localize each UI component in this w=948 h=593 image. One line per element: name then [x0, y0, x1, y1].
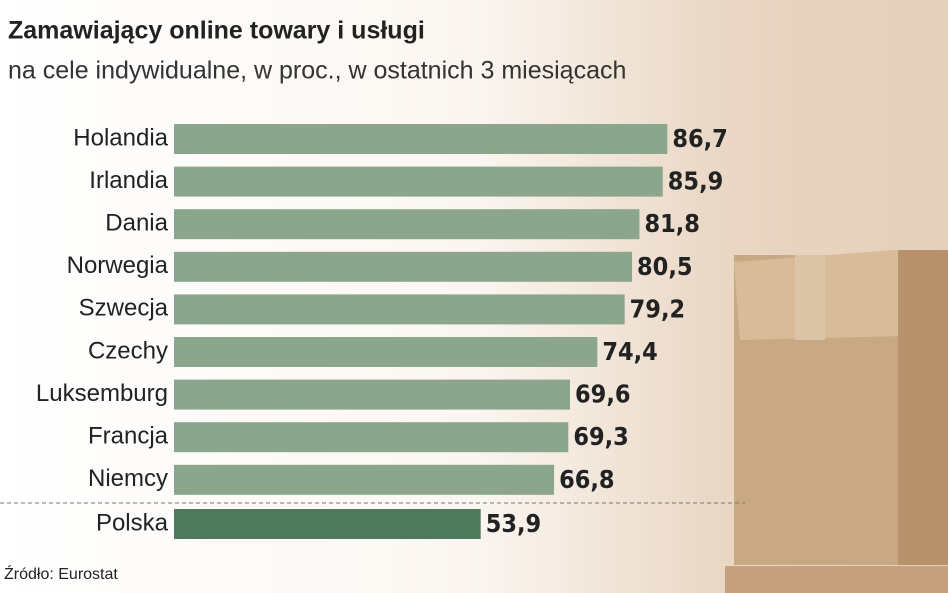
category-label: Francja — [88, 423, 169, 450]
value-label: 69,3 — [573, 422, 629, 451]
category-label: Holandia — [73, 124, 168, 151]
bar — [174, 337, 598, 367]
bar — [174, 422, 569, 453]
value-label: 69,6 — [575, 380, 631, 409]
bar — [174, 209, 640, 240]
value-label: 74,4 — [602, 337, 658, 366]
category-label: Polska — [96, 509, 169, 536]
value-label: 80,5 — [637, 252, 693, 281]
category-label: Szwecja — [79, 295, 169, 322]
value-label: 81,8 — [644, 209, 700, 238]
category-label: Irlandia — [89, 167, 168, 194]
category-label: Niemcy — [88, 465, 168, 492]
category-label: Czechy — [88, 337, 168, 364]
chart-title: Zamawiający online towary i usługi — [8, 17, 425, 45]
bar — [174, 509, 481, 539]
value-label: 66,8 — [559, 465, 615, 494]
category-label: Luksemburg — [36, 380, 168, 407]
bar — [174, 124, 668, 154]
box-lid — [734, 250, 948, 340]
value-label: 53,9 — [486, 509, 542, 538]
box-lower — [725, 566, 948, 593]
category-label: Dania — [105, 210, 168, 237]
value-label: 85,9 — [668, 167, 724, 196]
category-label: Norwegia — [67, 252, 169, 279]
bar — [174, 166, 663, 197]
source: Źródło: Eurostat — [4, 564, 118, 583]
chart-subtitle: na cele indywidualne, w proc., w ostatni… — [8, 57, 626, 85]
box-side — [898, 250, 948, 565]
bar — [174, 464, 555, 495]
value-label: 86,7 — [672, 124, 728, 153]
value-label: 79,2 — [630, 294, 686, 323]
bar — [174, 294, 625, 325]
tape — [795, 255, 825, 340]
bar — [174, 379, 571, 410]
bar — [174, 251, 633, 282]
